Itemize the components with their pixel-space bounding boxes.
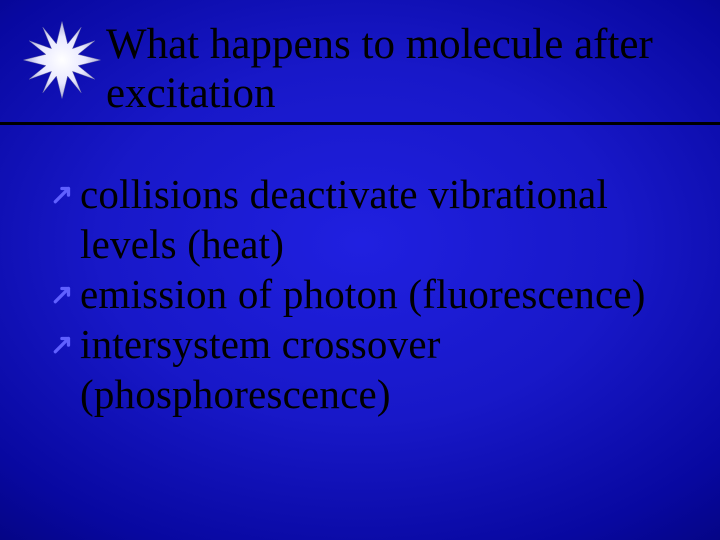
title-row: What happens to molecule after excitatio… [30,18,690,119]
bullet-item: collisions deactivate vibrational levels… [52,169,690,269]
slide-body: collisions deactivate vibrational levels… [30,169,690,419]
arrow-icon [52,269,80,313]
slide-title: What happens to molecule after excitatio… [106,18,690,119]
bullet-item: intersystem crossover (phosphorescence) [52,319,690,419]
bullet-item: emission of photon (fluorescence) [52,269,690,319]
bullet-text: intersystem crossover (phosphorescence) [80,319,690,419]
title-underline [0,122,720,125]
arrow-icon [52,319,80,363]
bullet-text: emission of photon (fluorescence) [80,269,646,319]
bullet-text: collisions deactivate vibrational levels… [80,169,690,269]
arrow-icon [52,169,80,213]
slide: What happens to molecule after excitatio… [0,0,720,540]
starburst-icon [22,20,102,100]
